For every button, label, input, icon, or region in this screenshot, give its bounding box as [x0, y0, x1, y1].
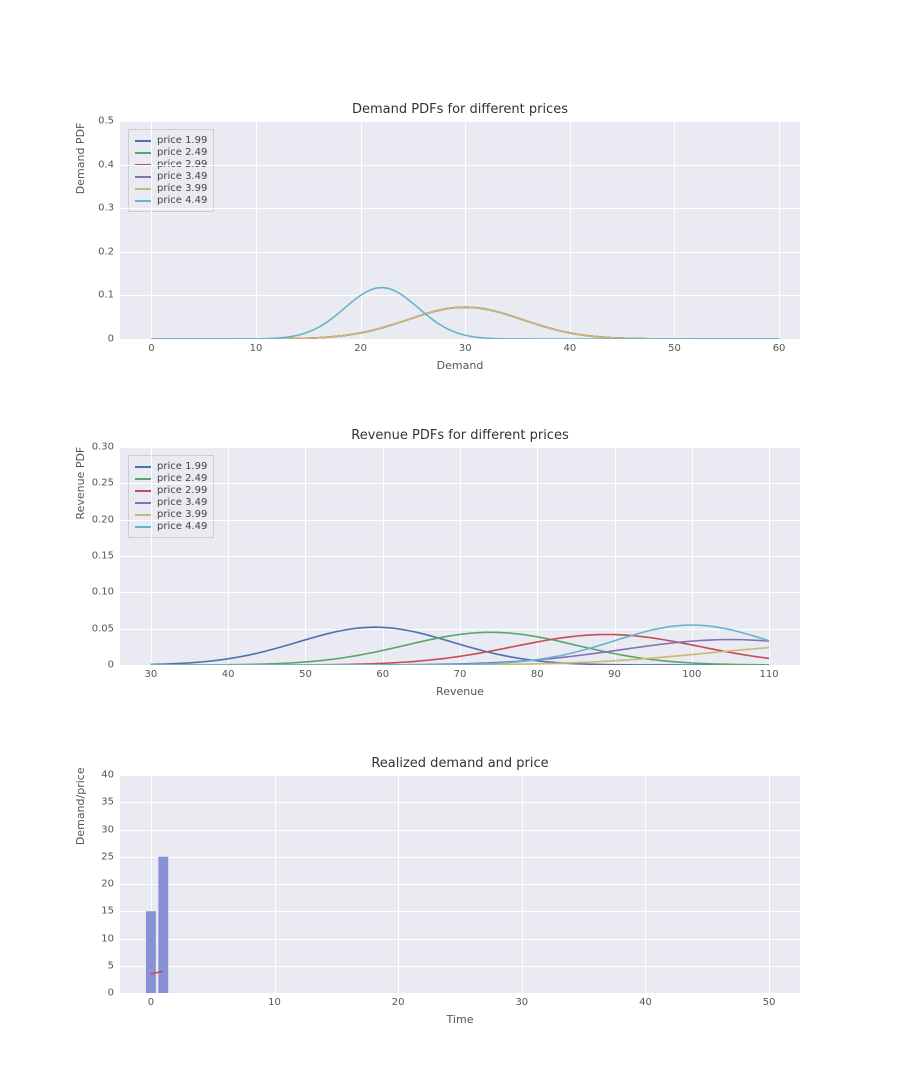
- y-tick-label: 0.25: [74, 478, 120, 489]
- chart1-series: [120, 121, 800, 339]
- chart-demand-pdf: Demand PDFs for different prices Demand …: [120, 102, 800, 339]
- x-tick-label: 70: [454, 665, 467, 680]
- y-tick-label: 5: [74, 960, 120, 971]
- y-tick-label: 15: [74, 906, 120, 917]
- y-tick-label: 20: [74, 879, 120, 890]
- x-tick-label: 30: [145, 665, 158, 680]
- chart1-title: Demand PDFs for different prices: [120, 102, 800, 117]
- x-tick-label: 0: [148, 339, 154, 354]
- chart1-plot-area: Demand PDF Demand price 1.99price 2.49pr…: [120, 121, 800, 339]
- series-line: [151, 307, 779, 339]
- x-tick-label: 10: [268, 993, 281, 1008]
- y-tick-label: 40: [74, 770, 120, 781]
- x-tick-label: 10: [250, 339, 263, 354]
- y-tick-label: 0.05: [74, 623, 120, 634]
- y-tick-label: 0.30: [74, 442, 120, 453]
- y-tick-label: 0.1: [74, 290, 120, 301]
- series-line: [151, 634, 769, 665]
- x-tick-label: 90: [608, 665, 621, 680]
- y-tick-label: 0.4: [74, 159, 120, 170]
- grid-line: [120, 665, 800, 666]
- chart3-plot-area: Demand/price Time 0102030405005101520253…: [120, 775, 800, 993]
- y-tick-label: 0.5: [74, 116, 120, 127]
- x-tick-label: 110: [760, 665, 779, 680]
- x-tick-label: 50: [668, 339, 681, 354]
- y-tick-label: 0: [74, 660, 120, 671]
- series-line: [151, 307, 779, 339]
- x-tick-label: 50: [299, 665, 312, 680]
- chart2-plot-area: Revenue PDF Revenue price 1.99price 2.49…: [120, 447, 800, 665]
- series-line: [151, 307, 779, 339]
- chart-realized: Realized demand and price Demand/price T…: [120, 756, 800, 993]
- y-tick-label: 0: [74, 334, 120, 345]
- y-tick-label: 35: [74, 797, 120, 808]
- chart2-series: [120, 447, 800, 665]
- series-line: [151, 632, 769, 665]
- x-tick-label: 40: [563, 339, 576, 354]
- x-tick-label: 100: [682, 665, 701, 680]
- y-tick-label: 30: [74, 824, 120, 835]
- chart1-xlabel: Demand: [437, 359, 484, 372]
- x-tick-label: 20: [354, 339, 367, 354]
- x-tick-label: 0: [148, 993, 154, 1008]
- y-tick-label: 0.3: [74, 203, 120, 214]
- chart3-title: Realized demand and price: [120, 756, 800, 771]
- series-line: [151, 307, 779, 339]
- grid-line: [120, 993, 800, 994]
- x-tick-label: 60: [376, 665, 389, 680]
- y-tick-label: 0.2: [74, 246, 120, 257]
- series-line: [151, 627, 769, 665]
- y-tick-label: 0.20: [74, 514, 120, 525]
- y-tick-label: 25: [74, 851, 120, 862]
- chart3-series: [120, 775, 800, 993]
- y-tick-label: 0.10: [74, 587, 120, 598]
- y-tick-label: 0: [74, 988, 120, 999]
- demand-bar: [146, 911, 156, 993]
- x-tick-label: 30: [459, 339, 472, 354]
- chart2-title: Revenue PDFs for different prices: [120, 428, 800, 443]
- y-tick-label: 0.15: [74, 551, 120, 562]
- x-tick-label: 20: [392, 993, 405, 1008]
- x-tick-label: 40: [222, 665, 235, 680]
- x-tick-label: 50: [763, 993, 776, 1008]
- y-tick-label: 10: [74, 933, 120, 944]
- x-tick-label: 40: [639, 993, 652, 1008]
- grid-line: [120, 339, 800, 340]
- chart2-xlabel: Revenue: [436, 685, 484, 698]
- chart3-xlabel: Time: [447, 1013, 474, 1026]
- series-line: [151, 307, 779, 339]
- series-line: [151, 288, 779, 339]
- chart-revenue-pdf: Revenue PDFs for different prices Revenu…: [120, 428, 800, 665]
- x-tick-label: 60: [773, 339, 786, 354]
- x-tick-label: 30: [515, 993, 528, 1008]
- x-tick-label: 80: [531, 665, 544, 680]
